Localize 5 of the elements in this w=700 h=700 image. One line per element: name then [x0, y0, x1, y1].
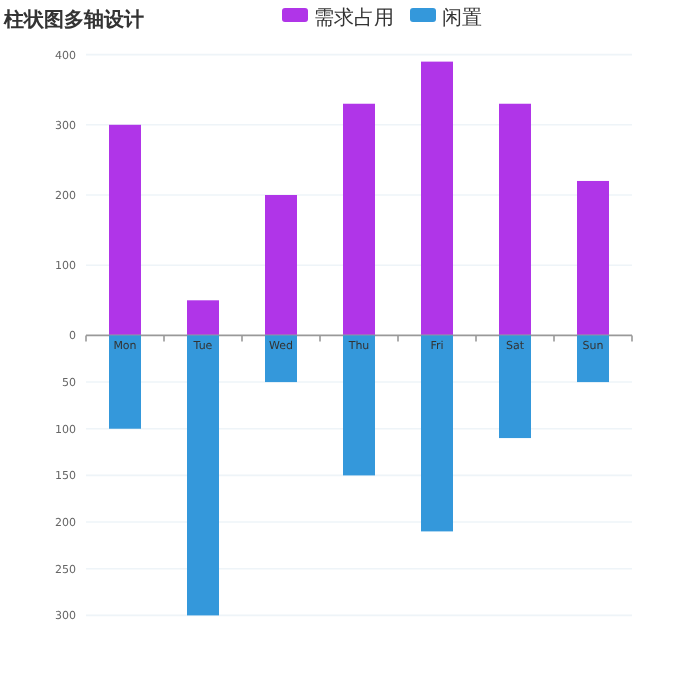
legend-label: 需求占用 — [314, 6, 394, 30]
bar — [577, 335, 609, 383]
chart-title: 柱状图多轴设计 — [2, 8, 144, 32]
bar — [187, 300, 219, 336]
legend-label: 闲置 — [442, 6, 482, 30]
